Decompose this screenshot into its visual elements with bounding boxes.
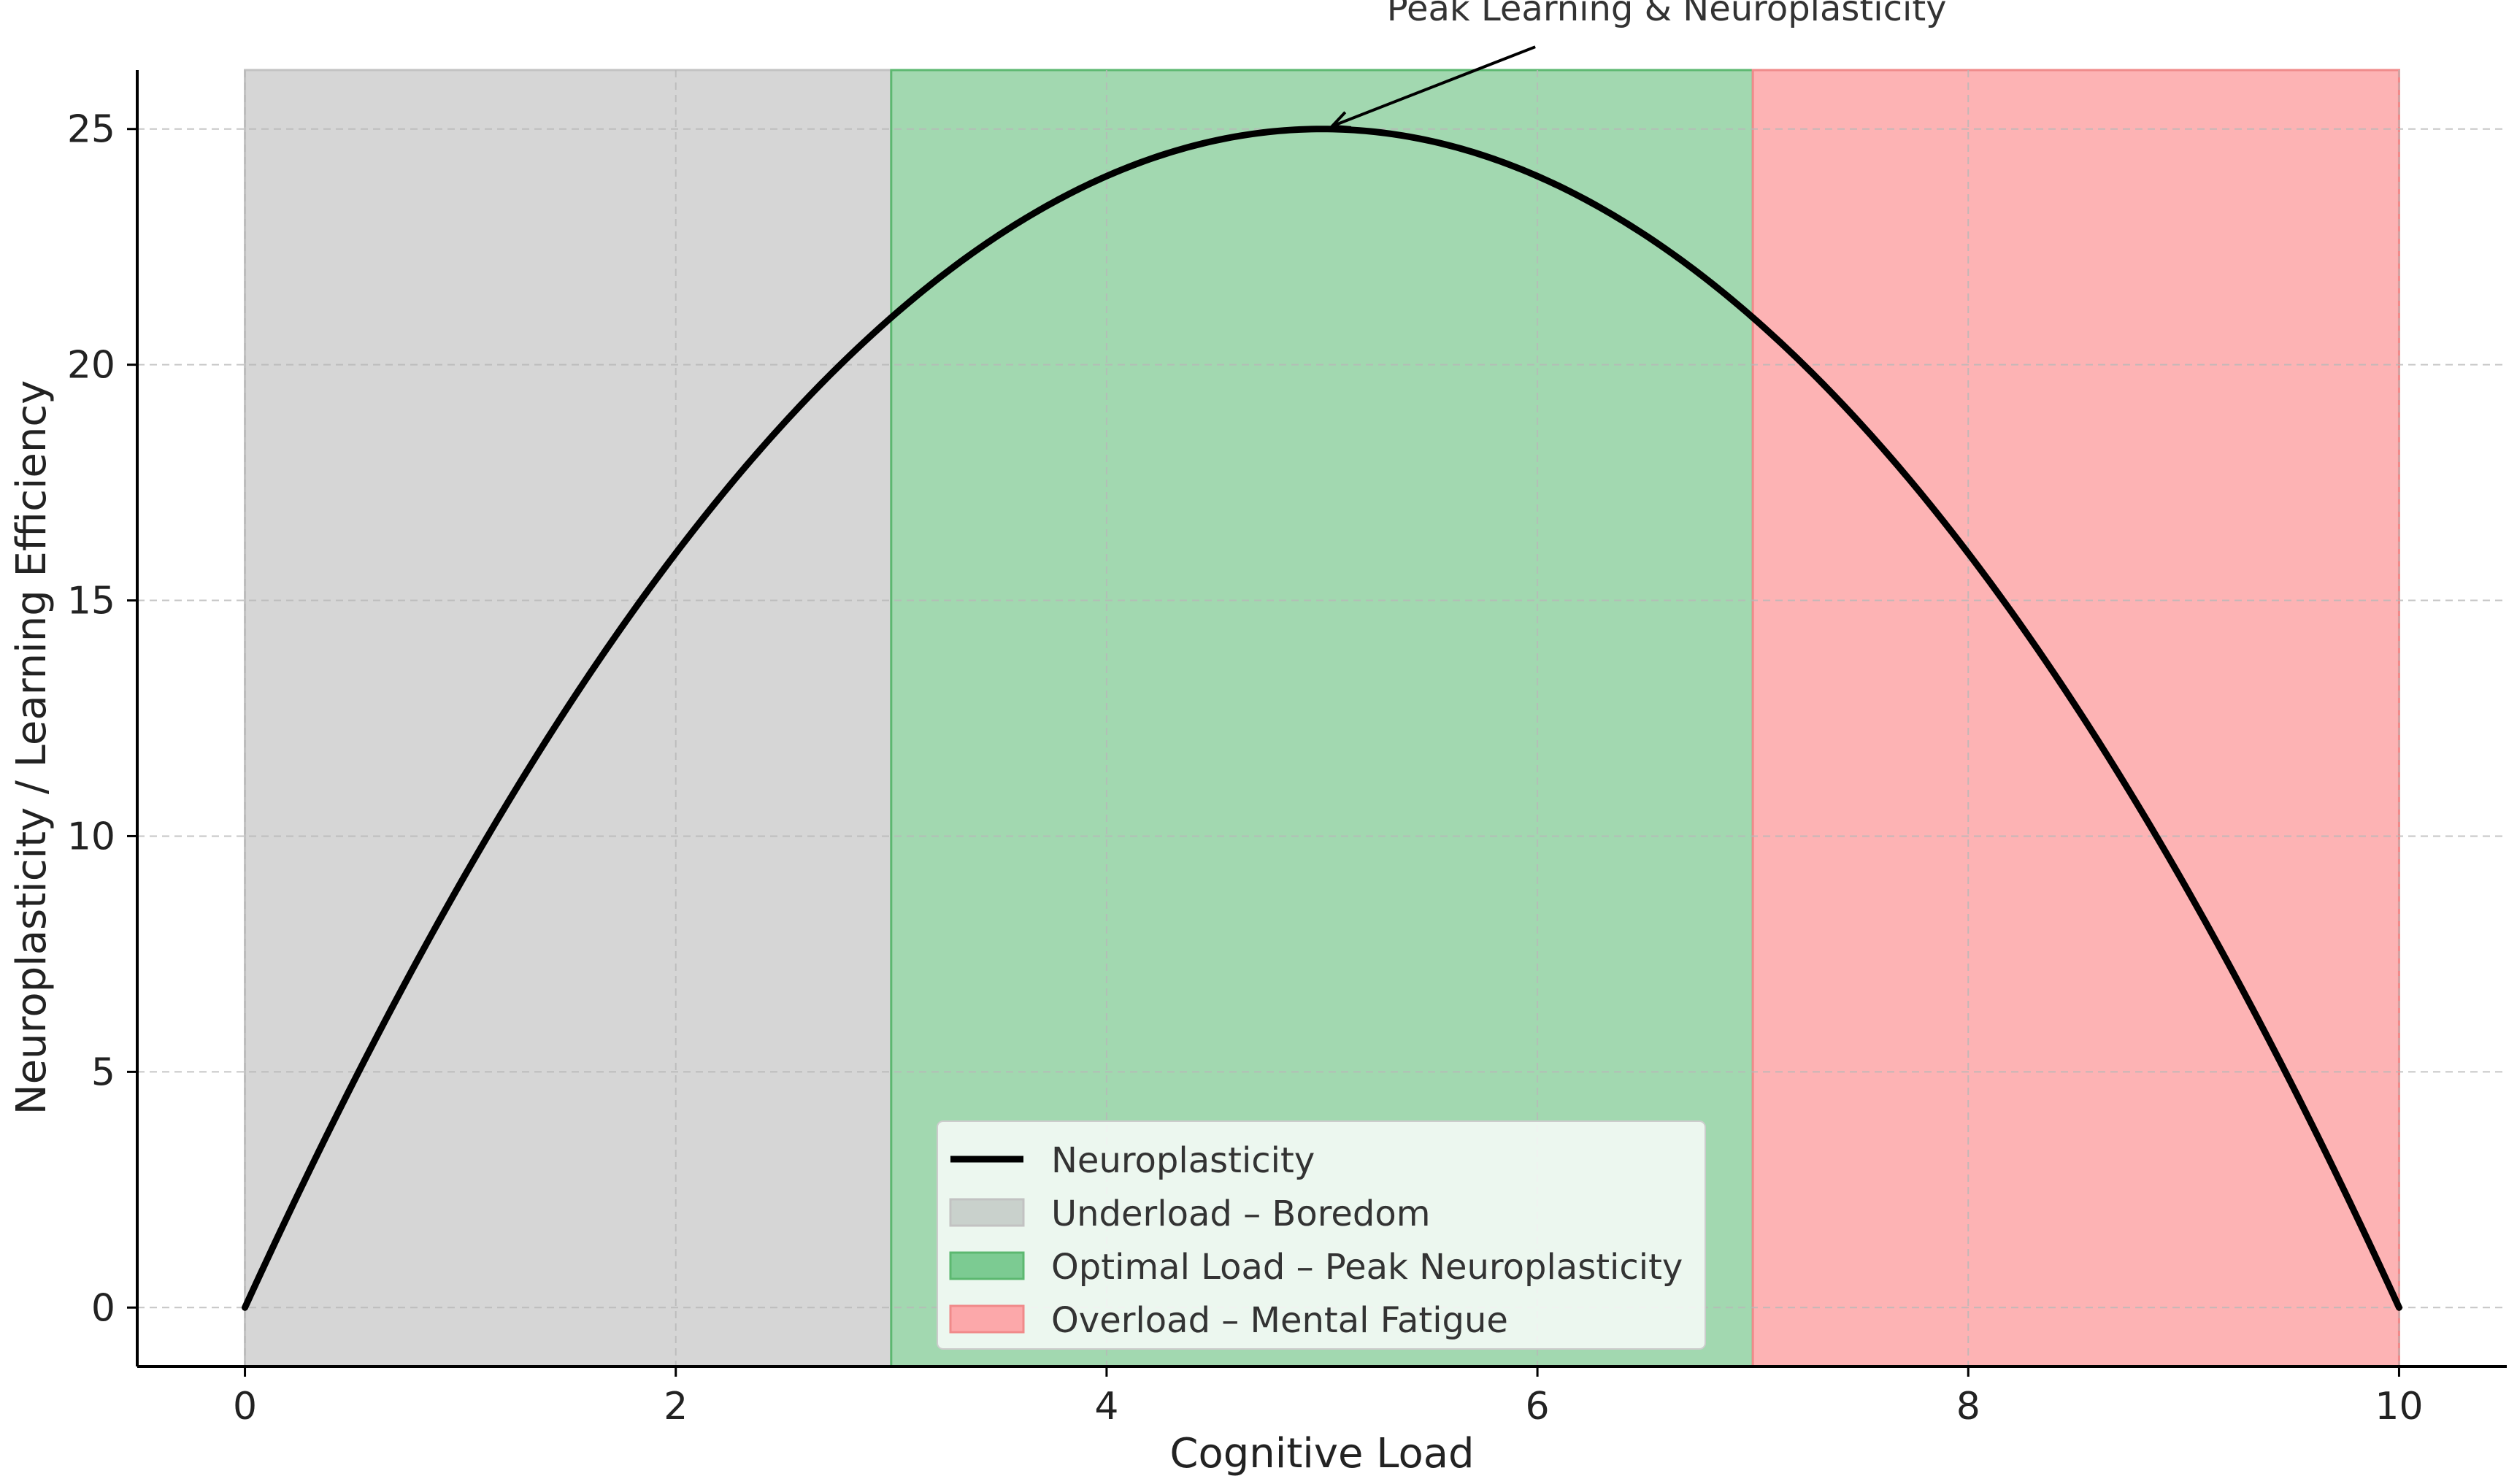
series-layer [242, 126, 2402, 1311]
x-tick-label: 6 [1526, 1385, 1550, 1429]
grid-lines [137, 70, 2507, 1366]
legend: Neuroplasticity Underload – Boredom Optima… [937, 1120, 1706, 1350]
x-tick-label: 4 [1094, 1385, 1118, 1429]
legend-swatch-1 [949, 1251, 1025, 1280]
legend-label: Neuroplasticity [1051, 1140, 1315, 1181]
y-axis-title: Neuroplasticity / Learning Efficiency [8, 380, 55, 1115]
y-tick-label: 20 [67, 344, 115, 388]
annotation: Peak Learning & Neuroplasticity [1329, 0, 1947, 129]
x-axis-title: Cognitive Load [1169, 1430, 1474, 1477]
x-tick-label: 2 [664, 1385, 688, 1429]
series-line-0 [242, 126, 2402, 1311]
y-tick-label: 15 [67, 580, 115, 623]
annotation-arrow [1331, 45, 1536, 128]
y-tick-label: 0 [91, 1286, 115, 1330]
region-0 [244, 69, 893, 1368]
legend-swatch-2 [949, 1304, 1025, 1334]
legend-box [937, 1120, 1706, 1350]
annotation-arrowhead [1329, 111, 1352, 129]
legend-label: Overload – Mental Fatigue [1051, 1300, 1508, 1341]
y-tick-label: 10 [67, 815, 115, 858]
annotation-label: Peak Learning & Neuroplasticity [1387, 0, 1947, 29]
legend-label: Optimal Load – Peak Neuroplasticity [1051, 1247, 1683, 1288]
x-tick-label: 10 [2375, 1385, 2423, 1429]
y-tick-label: 5 [91, 1050, 115, 1094]
region-2 [1751, 69, 2400, 1368]
axes: 0 2 4 6 8 10 0 5 10 15 20 25 [67, 70, 2507, 1429]
legend-label: Underload – Boredom [1051, 1193, 1431, 1234]
legend-swatch-0 [949, 1198, 1025, 1227]
x-tick-label: 8 [1956, 1385, 1980, 1429]
y-tick-label: 25 [67, 108, 115, 152]
x-tick-label: 0 [233, 1385, 257, 1429]
